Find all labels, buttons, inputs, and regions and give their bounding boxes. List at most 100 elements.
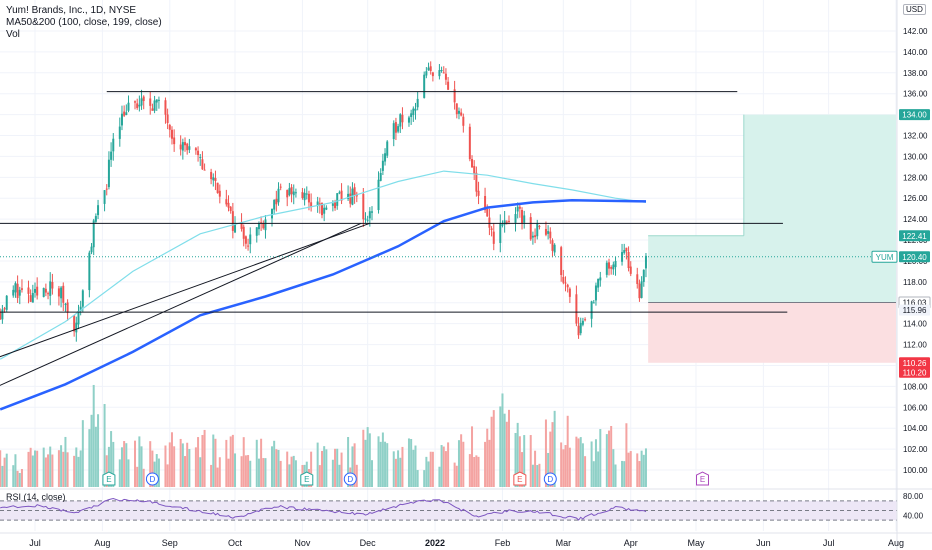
volume-bar	[412, 449, 415, 487]
candle-body	[260, 222, 263, 224]
volume-bar	[110, 431, 113, 487]
volume-bar	[184, 456, 187, 487]
volume-bar	[194, 447, 197, 487]
volume-bar	[31, 455, 34, 487]
volume-bar	[538, 463, 541, 487]
volume-bar	[368, 433, 371, 487]
candle-body	[290, 187, 293, 195]
candle-body	[1, 309, 4, 320]
volume-bar	[94, 426, 97, 487]
price-tag-box	[899, 357, 930, 369]
volume-bar	[170, 432, 173, 487]
candle-body	[62, 285, 65, 303]
volume-bar	[442, 446, 445, 487]
price-tick-label: 140.00	[903, 48, 928, 57]
volume-bar	[492, 410, 495, 487]
candle-body	[262, 223, 265, 229]
candle-body	[234, 223, 237, 233]
candle-body	[125, 112, 128, 116]
volume-bar	[155, 454, 158, 487]
dividend-badge	[145, 472, 159, 486]
volume-bar	[575, 436, 578, 487]
candle-body	[90, 246, 93, 253]
price-tick-label: 142.00	[903, 27, 928, 36]
volume-bar	[427, 461, 430, 487]
candle-body	[249, 234, 252, 245]
volume-bar	[273, 440, 276, 487]
volume-bar	[316, 442, 319, 487]
volume-bar	[610, 425, 613, 487]
volume-bar	[164, 445, 167, 487]
candle-body	[642, 269, 645, 282]
currency-label[interactable]: USD	[903, 4, 926, 15]
volume-bar	[534, 450, 537, 487]
candle-body	[179, 144, 182, 150]
candle-body	[392, 123, 395, 140]
candle-body	[199, 157, 202, 159]
candle-body	[255, 227, 258, 236]
candle-body	[514, 214, 517, 223]
volume-bar	[79, 450, 82, 487]
volume-bar	[625, 423, 628, 487]
price-tick-label: 138.00	[903, 69, 928, 78]
volume-bar	[460, 434, 463, 487]
candle-body	[164, 100, 167, 115]
volume-bar	[636, 453, 639, 487]
candle-body	[579, 322, 582, 334]
candle-body	[490, 228, 493, 230]
event-letter: E	[106, 475, 111, 484]
time-tick-label: Mar	[556, 538, 572, 548]
volume-bar	[355, 464, 358, 487]
volume-bar	[318, 465, 321, 487]
volume-bar	[218, 457, 221, 487]
volume-bar	[290, 456, 293, 487]
volume-bar	[447, 442, 450, 487]
price-tick-label: 102.00	[903, 445, 928, 454]
candle-body	[386, 141, 389, 156]
candle-body	[575, 294, 578, 324]
volume-bar	[62, 451, 65, 487]
volume-bar	[371, 460, 374, 487]
candle-body	[186, 143, 189, 151]
volume-bar	[484, 441, 487, 487]
candle-body	[488, 217, 491, 228]
volume-bar	[229, 436, 232, 487]
volume-bar	[416, 470, 419, 487]
volume-bar	[381, 432, 384, 487]
volume-bar	[240, 456, 243, 487]
candle-body	[140, 98, 143, 106]
volume-bar	[410, 438, 413, 487]
candle-body	[94, 216, 97, 222]
volume-bar	[336, 448, 339, 487]
time-tick-label: Aug	[888, 538, 904, 548]
price-tick-label: 130.00	[903, 152, 928, 161]
volume-bar	[501, 393, 504, 487]
candle-body	[79, 306, 82, 312]
candle-body	[438, 70, 441, 77]
candle-body	[614, 261, 617, 268]
volume-bar	[486, 428, 489, 487]
price-tick-label: 132.00	[903, 132, 928, 141]
candle-body	[49, 281, 52, 296]
candle-body	[214, 177, 217, 182]
candle-body	[247, 245, 250, 247]
candle-body	[347, 193, 350, 199]
earnings-badge	[102, 471, 116, 486]
volume-bar	[199, 457, 202, 487]
ma-200-line	[0, 199, 647, 411]
volume-bar	[597, 451, 600, 487]
candle-body	[536, 223, 539, 237]
event-letter: D	[347, 475, 353, 484]
candle-body	[218, 190, 221, 197]
loss-zone	[648, 302, 896, 363]
volume-bar	[214, 438, 217, 487]
candle-body	[303, 192, 306, 201]
candle-body	[397, 126, 400, 132]
candle-body	[294, 192, 297, 194]
volume-bar	[399, 457, 402, 487]
price-tick-label: 136.00	[903, 90, 928, 99]
volume-bar	[579, 437, 582, 487]
volume-bar	[103, 404, 106, 487]
candle-body	[231, 211, 234, 231]
